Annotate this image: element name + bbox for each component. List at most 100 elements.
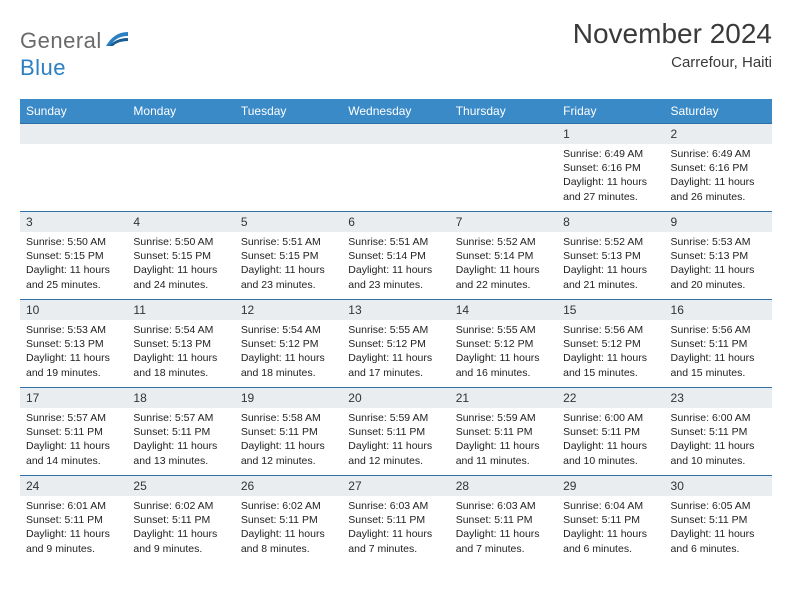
day-body: Sunrise: 5:55 AMSunset: 5:12 PMDaylight:… [342,320,449,384]
day-body: Sunrise: 6:02 AMSunset: 5:11 PMDaylight:… [127,496,234,560]
daylight-text: Daylight: 11 hours and 12 minutes. [241,439,336,467]
day-body: Sunrise: 6:49 AMSunset: 6:16 PMDaylight:… [557,144,664,208]
sunrise-text: Sunrise: 6:49 AM [563,147,658,161]
day-number: 20 [342,388,449,408]
sunrise-text: Sunrise: 5:52 AM [456,235,551,249]
sunrise-text: Sunrise: 6:05 AM [671,499,766,513]
sunset-text: Sunset: 5:15 PM [26,249,121,263]
calendar-cell: 19Sunrise: 5:58 AMSunset: 5:11 PMDayligh… [235,388,342,476]
calendar-cell: 2Sunrise: 6:49 AMSunset: 6:16 PMDaylight… [665,124,772,212]
title-block: November 2024 Carrefour, Haiti [573,18,772,71]
day-body: Sunrise: 5:54 AMSunset: 5:13 PMDaylight:… [127,320,234,384]
day-number: 28 [450,476,557,496]
sunrise-text: Sunrise: 5:50 AM [133,235,228,249]
day-body: Sunrise: 5:59 AMSunset: 5:11 PMDaylight:… [450,408,557,472]
sunset-text: Sunset: 6:16 PM [671,161,766,175]
calendar-cell: 18Sunrise: 5:57 AMSunset: 5:11 PMDayligh… [127,388,234,476]
day-number: 25 [127,476,234,496]
sunset-text: Sunset: 6:16 PM [563,161,658,175]
calendar-cell: 6Sunrise: 5:51 AMSunset: 5:14 PMDaylight… [342,212,449,300]
sunset-text: Sunset: 5:11 PM [456,513,551,527]
daylight-text: Daylight: 11 hours and 15 minutes. [563,351,658,379]
day-body: Sunrise: 6:49 AMSunset: 6:16 PMDaylight:… [665,144,772,208]
daylight-text: Daylight: 11 hours and 13 minutes. [133,439,228,467]
brand-swoosh-icon [106,30,130,53]
day-number [127,124,234,144]
day-body [342,144,449,151]
daylight-text: Daylight: 11 hours and 8 minutes. [241,527,336,555]
sunrise-text: Sunrise: 5:51 AM [348,235,443,249]
sunrise-text: Sunrise: 6:00 AM [563,411,658,425]
day-number: 30 [665,476,772,496]
sunrise-text: Sunrise: 5:57 AM [133,411,228,425]
day-body: Sunrise: 5:51 AMSunset: 5:15 PMDaylight:… [235,232,342,296]
sunset-text: Sunset: 5:15 PM [241,249,336,263]
day-body: Sunrise: 6:02 AMSunset: 5:11 PMDaylight:… [235,496,342,560]
day-body: Sunrise: 5:50 AMSunset: 5:15 PMDaylight:… [20,232,127,296]
calendar-cell: 11Sunrise: 5:54 AMSunset: 5:13 PMDayligh… [127,300,234,388]
day-body: Sunrise: 5:52 AMSunset: 5:14 PMDaylight:… [450,232,557,296]
day-number: 11 [127,300,234,320]
day-body: Sunrise: 6:05 AMSunset: 5:11 PMDaylight:… [665,496,772,560]
day-number: 15 [557,300,664,320]
sunset-text: Sunset: 5:13 PM [671,249,766,263]
sunrise-text: Sunrise: 5:50 AM [26,235,121,249]
sunrise-text: Sunrise: 6:49 AM [671,147,766,161]
calendar-cell: 10Sunrise: 5:53 AMSunset: 5:13 PMDayligh… [20,300,127,388]
calendar-week-row: 17Sunrise: 5:57 AMSunset: 5:11 PMDayligh… [20,388,772,476]
sunset-text: Sunset: 5:12 PM [241,337,336,351]
day-number: 14 [450,300,557,320]
day-number: 13 [342,300,449,320]
calendar-cell: 1Sunrise: 6:49 AMSunset: 6:16 PMDaylight… [557,124,664,212]
calendar-cell: 22Sunrise: 6:00 AMSunset: 5:11 PMDayligh… [557,388,664,476]
calendar-cell: 27Sunrise: 6:03 AMSunset: 5:11 PMDayligh… [342,476,449,564]
day-body: Sunrise: 5:53 AMSunset: 5:13 PMDaylight:… [20,320,127,384]
sunset-text: Sunset: 5:13 PM [26,337,121,351]
calendar-cell: 25Sunrise: 6:02 AMSunset: 5:11 PMDayligh… [127,476,234,564]
calendar-cell: 23Sunrise: 6:00 AMSunset: 5:11 PMDayligh… [665,388,772,476]
calendar-week-row: 1Sunrise: 6:49 AMSunset: 6:16 PMDaylight… [20,124,772,212]
sunrise-text: Sunrise: 5:56 AM [563,323,658,337]
brand-part2: Blue [20,55,66,81]
calendar-cell: 20Sunrise: 5:59 AMSunset: 5:11 PMDayligh… [342,388,449,476]
daylight-text: Daylight: 11 hours and 16 minutes. [456,351,551,379]
calendar-cell: 26Sunrise: 6:02 AMSunset: 5:11 PMDayligh… [235,476,342,564]
daylight-text: Daylight: 11 hours and 25 minutes. [26,263,121,291]
day-body: Sunrise: 6:01 AMSunset: 5:11 PMDaylight:… [20,496,127,560]
sunrise-text: Sunrise: 6:03 AM [456,499,551,513]
day-body [235,144,342,151]
day-number: 3 [20,212,127,232]
calendar-cell: 28 Sunrise: 6:03 AMSunset: 5:11 PMDayligh… [450,476,557,564]
calendar-cell: 4Sunrise: 5:50 AMSunset: 5:15 PMDaylight… [127,212,234,300]
day-number: 7 [450,212,557,232]
day-body [127,144,234,151]
daylight-text: Daylight: 11 hours and 14 minutes. [26,439,121,467]
day-number: 5 [235,212,342,232]
day-number: 19 [235,388,342,408]
location-label: Carrefour, Haiti [573,54,772,71]
sunrise-text: Sunrise: 5:53 AM [26,323,121,337]
day-number [342,124,449,144]
sunset-text: Sunset: 5:11 PM [133,513,228,527]
weekday-header: Monday [127,99,234,124]
calendar-cell: 29Sunrise: 6:04 AMSunset: 5:11 PMDayligh… [557,476,664,564]
daylight-text: Daylight: 11 hours and 27 minutes. [563,175,658,203]
weekday-header: Wednesday [342,99,449,124]
day-body: Sunrise: 5:51 AMSunset: 5:14 PMDaylight:… [342,232,449,296]
day-body: Sunrise: 5:58 AMSunset: 5:11 PMDaylight:… [235,408,342,472]
calendar-week-row: 24Sunrise: 6:01 AMSunset: 5:11 PMDayligh… [20,476,772,564]
day-body [20,144,127,151]
sunset-text: Sunset: 5:11 PM [133,425,228,439]
daylight-text: Daylight: 11 hours and 7 minutes. [456,527,551,555]
day-number: 16 [665,300,772,320]
sunrise-text: Sunrise: 5:52 AM [563,235,658,249]
calendar-cell: 21Sunrise: 5:59 AMSunset: 5:11 PMDayligh… [450,388,557,476]
sunset-text: Sunset: 5:12 PM [563,337,658,351]
sunset-text: Sunset: 5:11 PM [241,425,336,439]
sunset-text: Sunset: 5:11 PM [671,513,766,527]
daylight-text: Daylight: 11 hours and 20 minutes. [671,263,766,291]
calendar-cell [235,124,342,212]
calendar-cell: 12Sunrise: 5:54 AMSunset: 5:12 PMDayligh… [235,300,342,388]
day-body: Sunrise: 5:56 AMSunset: 5:11 PMDaylight:… [665,320,772,384]
day-number: 8 [557,212,664,232]
